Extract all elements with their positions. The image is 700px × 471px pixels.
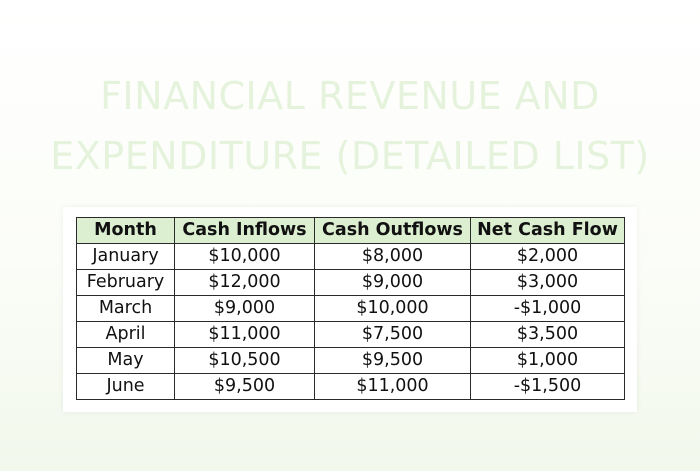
cell-month: March bbox=[76, 295, 175, 322]
cell-cash-outflows: $9,000 bbox=[314, 269, 471, 296]
title-line-2: EXPENDITURE (DETAILED LIST) bbox=[50, 134, 650, 178]
table-row: May $10,500 $9,500 $1,000 bbox=[76, 347, 625, 374]
cell-cash-inflows: $11,000 bbox=[174, 321, 315, 348]
cell-month: June bbox=[76, 373, 175, 400]
cell-cash-inflows: $9,500 bbox=[174, 373, 315, 400]
table-row: June $9,500 $11,000 -$1,500 bbox=[76, 373, 625, 400]
cell-net-cash-flow: $2,000 bbox=[470, 243, 625, 270]
cell-cash-inflows: $12,000 bbox=[174, 269, 315, 296]
table-row: January $10,000 $8,000 $2,000 bbox=[76, 243, 625, 270]
cell-cash-inflows: $10,500 bbox=[174, 347, 315, 374]
cell-net-cash-flow: -$1,000 bbox=[470, 295, 625, 322]
header-cash-inflows: Cash Inflows bbox=[174, 217, 315, 244]
cell-cash-outflows: $8,000 bbox=[314, 243, 471, 270]
cell-cash-outflows: $11,000 bbox=[314, 373, 471, 400]
cell-cash-outflows: $9,500 bbox=[314, 347, 471, 374]
cell-net-cash-flow: $1,000 bbox=[470, 347, 625, 374]
cell-month: April bbox=[76, 321, 175, 348]
table-row: April $11,000 $7,500 $3,500 bbox=[76, 321, 625, 348]
cash-flow-table: Month Cash Inflows Cash Outflows Net Cas… bbox=[76, 217, 625, 400]
table-row: March $9,000 $10,000 -$1,000 bbox=[76, 295, 625, 322]
cell-net-cash-flow: $3,500 bbox=[470, 321, 625, 348]
cell-net-cash-flow: -$1,500 bbox=[470, 373, 625, 400]
page-title: FINANCIAL REVENUE AND EXPENDITURE (DETAI… bbox=[0, 66, 700, 186]
cell-cash-outflows: $10,000 bbox=[314, 295, 471, 322]
cell-cash-outflows: $7,500 bbox=[314, 321, 471, 348]
cell-cash-inflows: $10,000 bbox=[174, 243, 315, 270]
table-row: February $12,000 $9,000 $3,000 bbox=[76, 269, 625, 296]
header-cash-outflows: Cash Outflows bbox=[314, 217, 471, 244]
table-card: Month Cash Inflows Cash Outflows Net Cas… bbox=[63, 207, 637, 412]
cell-cash-inflows: $9,000 bbox=[174, 295, 315, 322]
header-row: Month Cash Inflows Cash Outflows Net Cas… bbox=[76, 217, 625, 244]
header-month: Month bbox=[76, 217, 175, 244]
title-line-1: FINANCIAL REVENUE AND bbox=[100, 74, 600, 118]
cell-month: January bbox=[76, 243, 175, 270]
cell-month: May bbox=[76, 347, 175, 374]
cell-net-cash-flow: $3,000 bbox=[470, 269, 625, 296]
header-net-cash-flow: Net Cash Flow bbox=[470, 217, 625, 244]
cell-month: February bbox=[76, 269, 175, 296]
